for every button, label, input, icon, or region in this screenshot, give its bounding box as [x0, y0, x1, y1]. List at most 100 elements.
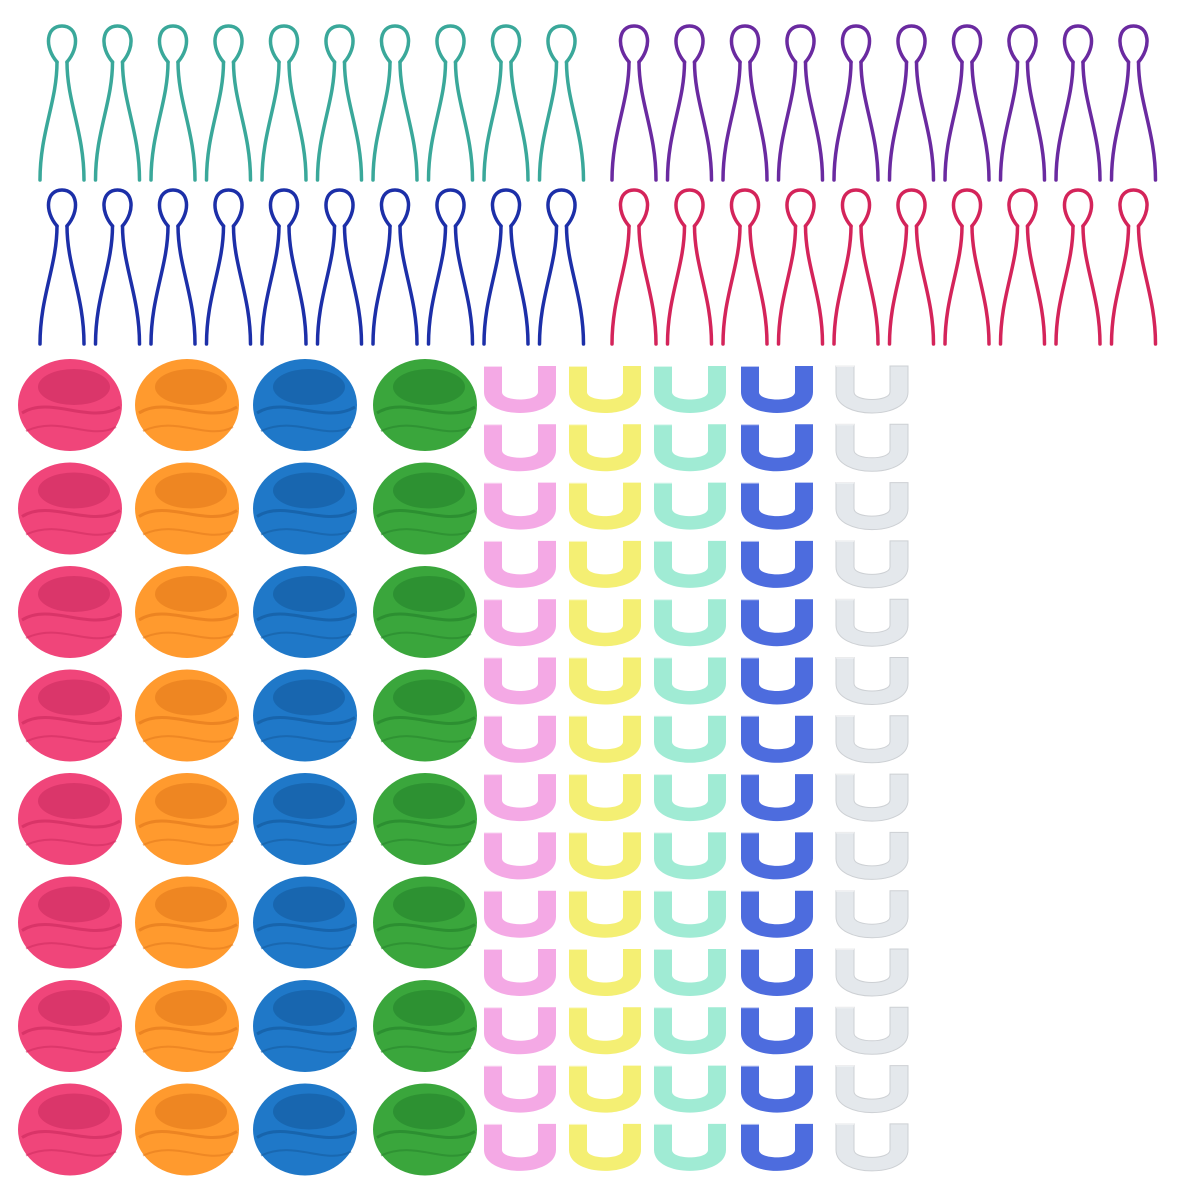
pin-group-purple — [610, 24, 1158, 182]
hair-pin — [832, 24, 880, 182]
hair-pin — [149, 188, 197, 346]
stitch-clip — [484, 714, 556, 763]
stitch-clip — [569, 656, 641, 705]
stitch-clip — [654, 889, 726, 938]
hair-pin — [887, 24, 936, 182]
bobbin-column-orange — [135, 359, 239, 1176]
stitch-clip — [569, 1006, 641, 1055]
bobbin — [253, 462, 357, 555]
stitch-clip — [484, 831, 556, 880]
hair-pin — [149, 24, 197, 182]
stitch-clip — [835, 773, 909, 822]
hair-pin — [665, 24, 714, 182]
stitch-clip — [569, 539, 641, 588]
stitch-clip — [835, 714, 909, 764]
hair-pin — [1109, 24, 1158, 182]
pin-group-blue — [38, 188, 586, 346]
bobbin — [135, 773, 239, 865]
stitch-clip — [741, 365, 813, 413]
bobbin — [135, 462, 239, 555]
hair-pin — [610, 188, 658, 346]
stitch-clip — [741, 656, 813, 705]
stitch-clip — [741, 714, 813, 763]
stitch-clip — [569, 889, 641, 938]
bobbin — [18, 566, 122, 658]
hair-pin — [426, 24, 475, 182]
bobbin — [253, 876, 357, 969]
stitch-clip — [835, 598, 909, 647]
bobbin — [373, 359, 477, 451]
stitch-clip — [484, 773, 556, 822]
bobbin — [135, 1083, 239, 1176]
stitch-clip — [654, 365, 726, 413]
bobbin-column-green — [373, 359, 477, 1176]
hair-pin — [721, 24, 769, 182]
hair-pin — [426, 188, 475, 346]
stitch-clip — [741, 773, 813, 822]
hair-pin — [260, 188, 308, 346]
clip-column-teal — [654, 365, 726, 1171]
stitch-clip — [835, 1122, 909, 1172]
stitch-clip — [654, 656, 726, 705]
stitch-clip — [569, 481, 641, 530]
stitch-clip — [654, 948, 726, 996]
hair-pin — [1109, 188, 1158, 346]
hair-pin — [371, 24, 419, 182]
bobbin — [135, 669, 239, 762]
stitch-clip — [741, 889, 813, 938]
stitch-clip — [654, 831, 726, 880]
stitch-clip — [741, 1064, 813, 1113]
stitch-clip — [569, 598, 641, 647]
hair-pin — [315, 24, 364, 182]
hair-pin — [260, 24, 308, 182]
bobbin — [253, 566, 357, 658]
stitch-clip — [484, 1064, 556, 1113]
hair-pin — [371, 188, 419, 346]
bobbin — [373, 1083, 477, 1176]
hair-pin — [776, 24, 825, 182]
stitch-clip — [569, 423, 641, 472]
stitch-clip — [654, 1122, 726, 1171]
bobbin — [253, 980, 357, 1072]
bobbin — [18, 773, 122, 865]
clip-column-clear — [835, 365, 909, 1172]
bobbin-column-blue — [253, 359, 357, 1176]
stitch-clip — [484, 481, 556, 530]
hair-pin — [832, 188, 880, 346]
hair-pin — [38, 188, 86, 346]
stitch-clip — [484, 656, 556, 705]
stitch-clip — [569, 1122, 641, 1171]
hair-pin — [887, 188, 936, 346]
hair-pin — [315, 188, 364, 346]
stitch-clip — [654, 481, 726, 530]
hair-pin — [93, 188, 142, 346]
hair-pin — [537, 24, 586, 182]
bobbin — [253, 359, 357, 451]
stitch-clip — [741, 831, 813, 880]
bobbin — [253, 1083, 357, 1176]
stitch-clip — [484, 598, 556, 647]
bobbin — [18, 1083, 122, 1176]
bobbin — [253, 773, 357, 865]
stitch-clip — [654, 714, 726, 763]
hair-pin — [38, 24, 86, 182]
stitch-clip — [654, 598, 726, 647]
hair-pin — [665, 188, 714, 346]
stitch-clip — [835, 539, 909, 589]
bobbin — [135, 566, 239, 658]
stitch-clip — [654, 423, 726, 472]
stitch-clip — [484, 423, 556, 472]
hair-pin — [610, 24, 658, 182]
bobbin — [18, 876, 122, 969]
bobbin — [18, 359, 122, 451]
clip-column-pink — [484, 365, 556, 1171]
hair-pin — [482, 188, 530, 346]
hair-pin — [537, 188, 586, 346]
bobbin — [373, 773, 477, 865]
stitch-clip — [569, 831, 641, 880]
stitch-clip — [569, 948, 641, 996]
hair-pin — [721, 188, 769, 346]
clip-column-yellow — [569, 365, 641, 1171]
bobbin-column-pink — [18, 359, 122, 1176]
